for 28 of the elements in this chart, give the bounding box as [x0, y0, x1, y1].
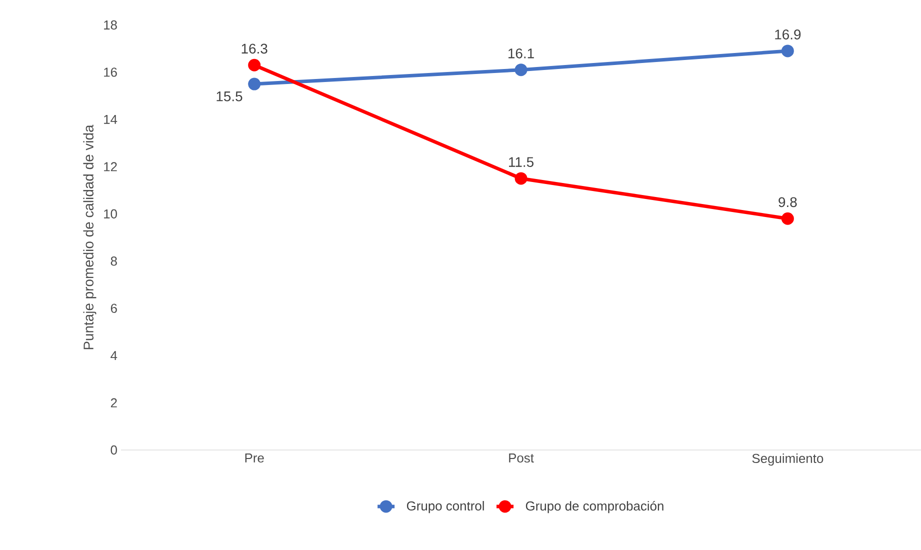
y-tick-label: 0: [110, 445, 117, 455]
y-tick-label: 18: [104, 20, 117, 30]
legend-label: Grupo de comprobación: [526, 500, 664, 514]
point: [248, 58, 261, 72]
data-label: 16.9: [775, 30, 801, 40]
x-tick-label: Post: [509, 454, 534, 463]
data-label: 16.1: [508, 48, 534, 58]
y-tick-label: 14: [104, 114, 118, 124]
point: [514, 172, 528, 185]
data-label: 16.3: [242, 44, 268, 54]
y-tick-label: 16: [104, 68, 117, 77]
data-label: 11.5: [509, 157, 534, 167]
point: [514, 64, 528, 76]
y-tick-label: 6: [110, 304, 117, 313]
y-tick-label: 2: [110, 398, 117, 408]
y-tick-label: 4: [110, 351, 118, 360]
x-tick-label: Seguimiento: [752, 454, 824, 466]
x-tick-label: Pre: [245, 454, 264, 463]
legend-label: Grupo control: [406, 501, 484, 514]
point: [248, 78, 261, 90]
y-tick-label: 8: [110, 256, 117, 266]
point: [781, 212, 794, 225]
point: [781, 44, 794, 58]
y-axis-title: Puntaje promedio de calidad de vida: [83, 124, 96, 350]
y-tick-label: 12: [104, 162, 117, 172]
data-label: 9.8: [778, 197, 797, 208]
y-tick-label: 10: [104, 209, 117, 218]
data-label: 15.5: [216, 92, 242, 102]
